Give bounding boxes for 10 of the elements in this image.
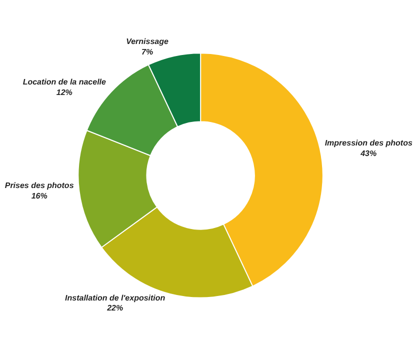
slice-label: Vernissage (126, 37, 170, 46)
data-label: 22% (106, 304, 124, 313)
slice-label: Installation de l'exposition (65, 293, 166, 302)
slice-label: Prises des photos (4, 181, 74, 190)
data-label: 7% (141, 47, 154, 56)
data-label: 43% (360, 148, 377, 158)
slice-label: Location de la nacelle (22, 77, 107, 86)
data-label: 16% (31, 192, 48, 201)
slice-label: Impression des photos (324, 138, 413, 148)
data-label: 12% (56, 88, 72, 97)
